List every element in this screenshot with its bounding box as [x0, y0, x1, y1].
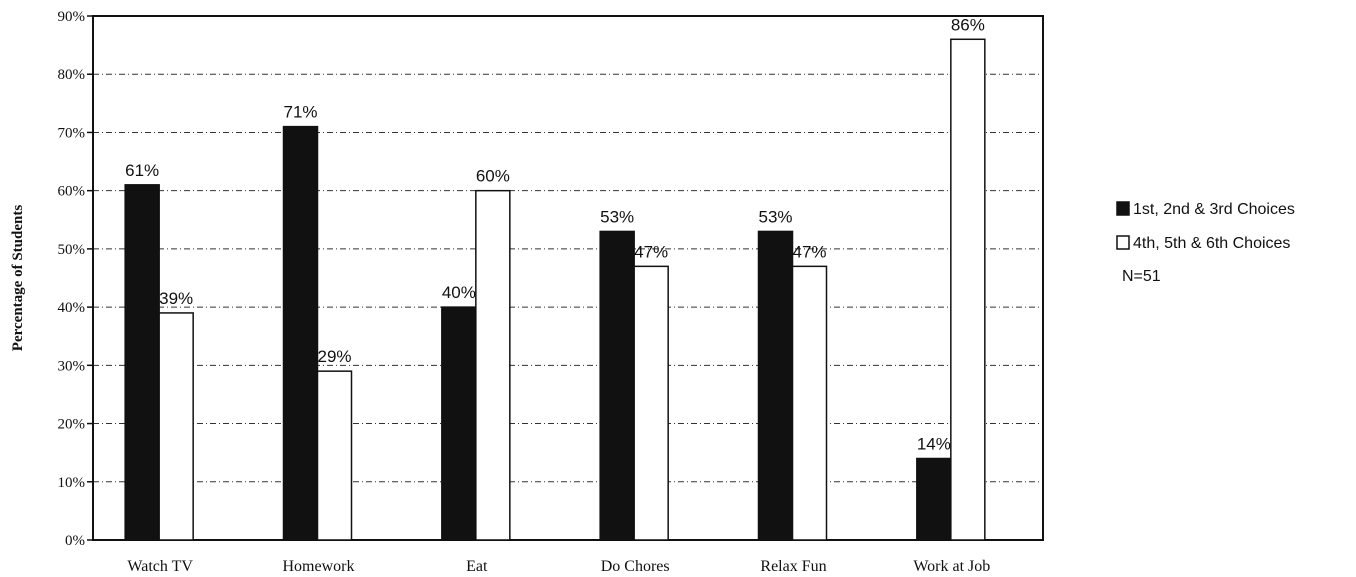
- legend: 1st, 2nd & 3rd Choices 4th, 5th & 6th Ch…: [1116, 201, 1295, 285]
- y-tick-label: 90%: [58, 9, 86, 25]
- bar-series-2: [633, 265, 669, 541]
- x-axis: Watch TV Homework Eat Do Chores Relax Fun Wor…: [127, 558, 990, 575]
- data-label: 86%: [951, 15, 985, 34]
- y-tick-label: 30%: [58, 358, 86, 374]
- data-labels: 61%39%71%29%40%60%53%47%53%47%14%86%: [125, 15, 985, 453]
- y-tick-label: 50%: [58, 242, 86, 258]
- bar-series-1: [757, 230, 794, 541]
- legend-swatch-series-1: [1116, 201, 1130, 216]
- legend-swatch-series-2: [1116, 235, 1130, 250]
- plot-frame: [92, 15, 1044, 541]
- data-label: 47%: [792, 242, 826, 261]
- bar-series-1: [916, 457, 952, 541]
- x-tick-label: Relax Fun: [760, 558, 826, 575]
- bar-series-1: [599, 230, 635, 541]
- bar-series-2: [791, 265, 828, 541]
- bar-series-2: [158, 312, 194, 541]
- gridlines: [93, 73, 1043, 483]
- bar-series-1: [124, 184, 160, 541]
- bar-series-1: [441, 306, 477, 541]
- data-label: 53%: [600, 207, 634, 226]
- data-label: 29%: [317, 347, 351, 366]
- y-tick-label: 70%: [58, 125, 86, 141]
- legend-label-series-1: 1st, 2nd & 3rd Choices: [1133, 201, 1295, 218]
- data-label: 53%: [758, 207, 792, 226]
- data-label: 61%: [125, 161, 159, 180]
- legend-label-series-2: 4th, 5th & 6th Choices: [1133, 235, 1290, 252]
- x-tick-label: Homework: [283, 558, 355, 575]
- y-axis: 0% 10% 20% 30% 40% 50% 60% 70% 80% 90%: [58, 9, 93, 549]
- y-tick-label: 10%: [58, 475, 86, 491]
- y-tick-label: 80%: [58, 67, 86, 83]
- data-label: 60%: [476, 167, 510, 186]
- data-label: 39%: [159, 289, 193, 308]
- data-label: 71%: [283, 103, 317, 122]
- y-tick-label: 60%: [58, 184, 86, 200]
- legend-note: N=51: [1122, 268, 1161, 285]
- y-tick-label: 0%: [65, 533, 85, 549]
- data-label: 40%: [442, 283, 476, 302]
- x-tick-label: Work at Job: [913, 558, 990, 575]
- x-tick-label: Do Chores: [601, 558, 670, 575]
- y-axis-label: Percentage of Students: [10, 205, 26, 352]
- bars: [124, 38, 986, 541]
- bar-series-2: [316, 370, 353, 541]
- data-label: 47%: [634, 242, 668, 261]
- y-tick-label: 40%: [58, 300, 86, 316]
- data-label: 14%: [917, 434, 951, 453]
- bar-series-2: [950, 38, 986, 541]
- bar-series-1: [282, 125, 319, 541]
- y-tick-label: 20%: [58, 417, 86, 433]
- x-tick-label: Watch TV: [127, 558, 193, 575]
- bar-series-2: [475, 189, 511, 541]
- x-tick-label: Eat: [466, 558, 488, 575]
